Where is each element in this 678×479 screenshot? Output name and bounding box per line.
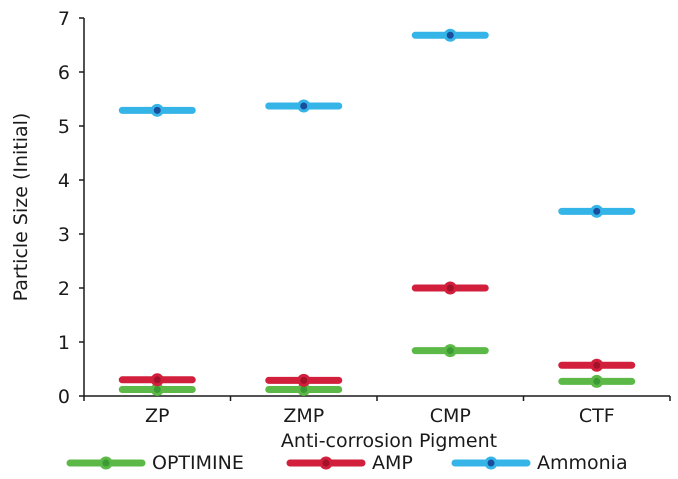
legend-label: AMP — [372, 452, 413, 474]
data-marks — [118, 28, 636, 397]
x-tick-labels: ZP ZMP CMP CTF — [83, 396, 671, 427]
data-point-center — [593, 377, 601, 385]
data-point-center — [446, 284, 454, 292]
y-tick-label: 7 — [58, 8, 70, 30]
data-point-center — [593, 361, 601, 369]
y-tick-label: 1 — [58, 332, 70, 354]
data-point-center — [593, 207, 601, 215]
y-axis-title: Particle Size (Initial) — [10, 113, 32, 302]
data-point-center — [446, 31, 454, 39]
data-point-center — [153, 376, 161, 384]
data-point-center — [300, 386, 308, 394]
legend-item-optimine: OPTIMINE — [66, 452, 244, 474]
legend-item-ammonia: Ammonia — [451, 452, 628, 474]
legend-swatch-dot-center — [102, 459, 110, 467]
x-tick-label: ZMP — [283, 405, 324, 427]
legend-label: Ammonia — [537, 452, 628, 474]
y-tick-label: 3 — [58, 224, 70, 246]
legend-swatch-dot-center — [322, 459, 330, 467]
y-tick-label: 6 — [58, 62, 70, 84]
legend-item-amp: AMP — [286, 452, 413, 474]
y-tick-label: 2 — [58, 278, 70, 300]
axes — [83, 18, 670, 397]
legend-swatch-dot-center — [487, 459, 495, 467]
data-point-center — [300, 376, 308, 384]
y-tick-label: 5 — [58, 116, 70, 138]
y-tick-labels: 0 1 2 3 4 5 6 7 — [58, 8, 84, 408]
legend: OPTIMINE AMP Ammonia — [66, 452, 628, 474]
data-point-center — [153, 106, 161, 114]
data-point-center — [300, 102, 308, 110]
x-tick-label: CTF — [579, 405, 615, 427]
x-tick-label: ZP — [145, 405, 169, 427]
x-tick-label: CMP — [430, 405, 471, 427]
y-tick-label: 4 — [58, 170, 70, 192]
data-point-center — [446, 347, 454, 355]
legend-label: OPTIMINE — [152, 452, 244, 474]
y-tick-label: 0 — [58, 386, 70, 408]
data-point-center — [153, 386, 161, 394]
x-axis-title: Anti-corrosion Pigment — [281, 430, 497, 452]
